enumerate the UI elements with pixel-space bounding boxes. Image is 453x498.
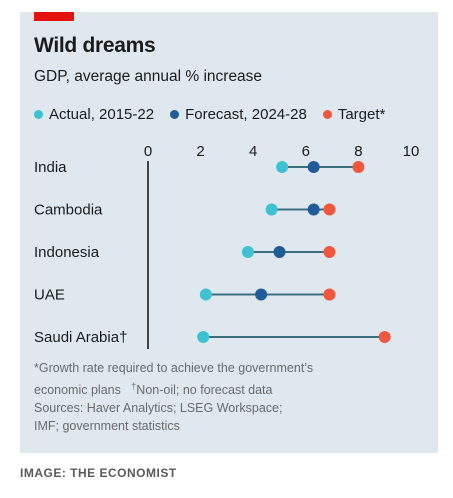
image-credit: IMAGE: THE ECONOMIST <box>20 466 177 480</box>
forecast-dot <box>255 288 268 301</box>
note-line-2b: Non-oil; no forecast data <box>136 383 273 398</box>
actual-dot <box>276 161 289 173</box>
legend: Actual, 2015-22 Forecast, 2024-28 Target… <box>34 106 401 123</box>
actual-dot <box>265 203 278 216</box>
note-line-4: IMF; government statistics <box>34 419 180 434</box>
x-tick-label: 10 <box>403 143 420 160</box>
legend-label-forecast: Forecast, 2024-28 <box>185 106 307 123</box>
legend-label-target: Target* <box>337 106 386 123</box>
target-dot <box>352 161 365 173</box>
target-dot <box>378 331 391 343</box>
actual-dot <box>199 288 212 301</box>
category-label: Cambodia <box>34 202 103 219</box>
note-line-3: Sources: Haver Analytics; LSEG Workspace… <box>34 401 283 416</box>
legend-dot-target <box>322 110 332 119</box>
note-line-1: *Growth rate required to achieve the gov… <box>34 361 314 375</box>
note-line-2: economic plans †Non-oil; no forecast dat… <box>34 377 313 399</box>
category-label: Saudi Arabia† <box>34 329 127 346</box>
actual-dot <box>197 331 210 343</box>
chart-notes: *Growth rate required to achieve the gov… <box>34 359 313 435</box>
forecast-dot <box>273 246 286 258</box>
x-tick-label: 4 <box>249 143 257 160</box>
note-line-2a: economic plans <box>34 383 121 398</box>
forecast-dot <box>307 161 320 173</box>
x-tick-label: 8 <box>354 143 362 160</box>
x-tick-label: 0 <box>144 143 152 160</box>
note-dagger: † <box>131 381 137 391</box>
legend-label-actual: Actual, 2015-22 <box>49 106 155 123</box>
target-dot <box>323 288 336 301</box>
category-label: Indonesia <box>34 244 100 261</box>
dot-plot: 0 2 4 6 8 10 India Cambodia Indonesia UAE Saudi Ar… <box>34 143 420 349</box>
chart-title: Wild dreams <box>34 34 156 57</box>
category-label: UAE <box>34 287 65 304</box>
target-dot <box>323 203 336 216</box>
category-label: India <box>34 159 67 176</box>
chart-card: Wild dreams GDP, average annual % increa… <box>20 12 438 453</box>
legend-item-target: Target* <box>322 106 386 123</box>
chart-subtitle: GDP, average annual % increase <box>34 68 263 85</box>
target-dot <box>323 246 336 258</box>
x-tick-label: 6 <box>302 143 310 160</box>
legend-dot-forecast <box>170 110 180 119</box>
forecast-dot <box>307 203 320 216</box>
actual-dot <box>241 246 254 258</box>
brand-tag <box>34 12 74 21</box>
legend-item-forecast: Forecast, 2024-28 <box>170 106 307 123</box>
legend-item-actual: Actual, 2015-22 <box>34 106 154 123</box>
x-tick-label: 2 <box>196 143 204 160</box>
legend-dot-actual <box>34 110 43 119</box>
